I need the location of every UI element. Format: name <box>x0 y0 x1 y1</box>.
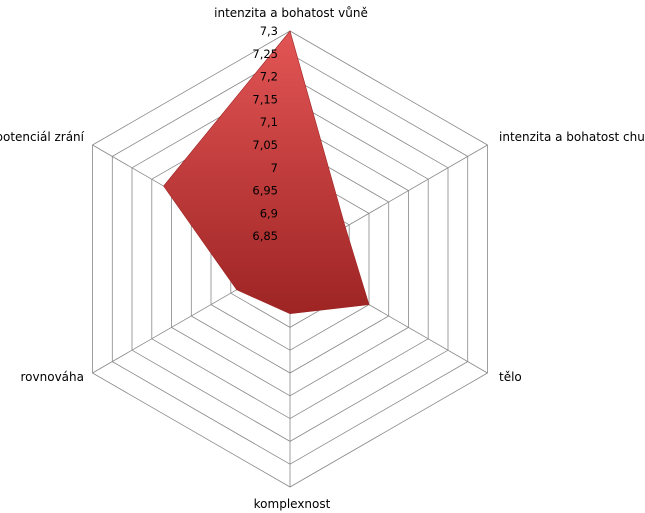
category-label: tělo <box>499 370 522 384</box>
category-labels: intenzita a bohatost vůně intenzita a boh… <box>0 6 645 511</box>
category-label: rovnováha <box>21 370 84 384</box>
radial-tick-labels: 6,85 6,9 6,95 7 7,05 7,1 7,15 7,2 7,25 7,3 <box>252 24 278 243</box>
category-label: komplexnost <box>254 497 331 511</box>
tick-label: 6,85 <box>252 229 278 243</box>
tick-label: 7,25 <box>252 47 278 61</box>
radar-series <box>163 30 370 315</box>
tick-label: 7,2 <box>260 70 278 84</box>
tick-label: 7,1 <box>260 115 278 129</box>
tick-label: 7,05 <box>252 138 278 152</box>
tick-label: 6,95 <box>252 184 278 198</box>
tick-label: 7 <box>271 161 278 175</box>
category-label: intenzita a bohatost chuti <box>499 130 645 144</box>
tick-label: 7,3 <box>260 24 278 38</box>
series-area <box>163 30 370 315</box>
category-label: potenciál zrání <box>0 130 85 144</box>
category-label: intenzita a bohatost vůně <box>214 6 368 20</box>
tick-label: 6,9 <box>260 206 278 220</box>
tick-label: 7,15 <box>252 92 278 106</box>
